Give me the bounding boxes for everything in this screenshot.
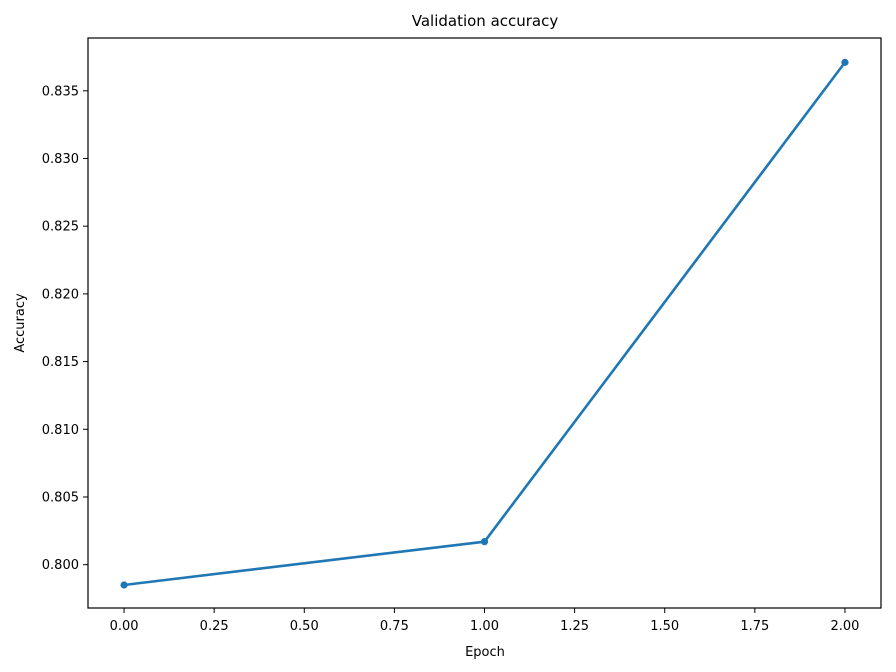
x-tick-label: 1.00 [470,619,499,634]
y-tick-label: 0.800 [42,558,79,573]
x-axis-label: Epoch [465,645,505,660]
data-point [480,538,489,546]
x-tick-label: 1.25 [560,619,589,634]
x-tick-label: 2.00 [830,619,859,634]
x-tick-label: 1.50 [650,619,679,634]
y-tick-label: 0.820 [42,287,79,302]
data-point [841,58,849,66]
y-axis-ticks: 0.800 0.805 0.810 0.815 0.820 0.825 0.830 0.835 [42,84,88,573]
y-tick-label: 0.805 [42,490,79,505]
x-tick-label: 0.75 [380,619,409,634]
plot-frame [87,37,882,609]
data-point [120,581,128,589]
x-axis-ticks: 0.00 0.25 0.50 0.75 1.00 1.25 1.50 1.75 2.00 [110,608,859,634]
plot-area [120,58,849,589]
series-line [122,61,847,587]
y-axis-label: Accuracy [13,293,28,353]
y-tick-label: 0.815 [42,355,79,370]
x-tick-label: 1.75 [740,619,769,634]
x-tick-label: 0.50 [290,619,319,634]
x-tick-label: 0.25 [200,619,229,634]
y-tick-label: 0.810 [42,423,79,438]
y-tick-label: 0.825 [42,220,79,235]
y-tick-label: 0.830 [42,152,79,167]
x-tick-label: 0.00 [110,619,139,634]
chart-title: Validation accuracy [412,12,559,30]
y-tick-label: 0.835 [42,84,79,99]
